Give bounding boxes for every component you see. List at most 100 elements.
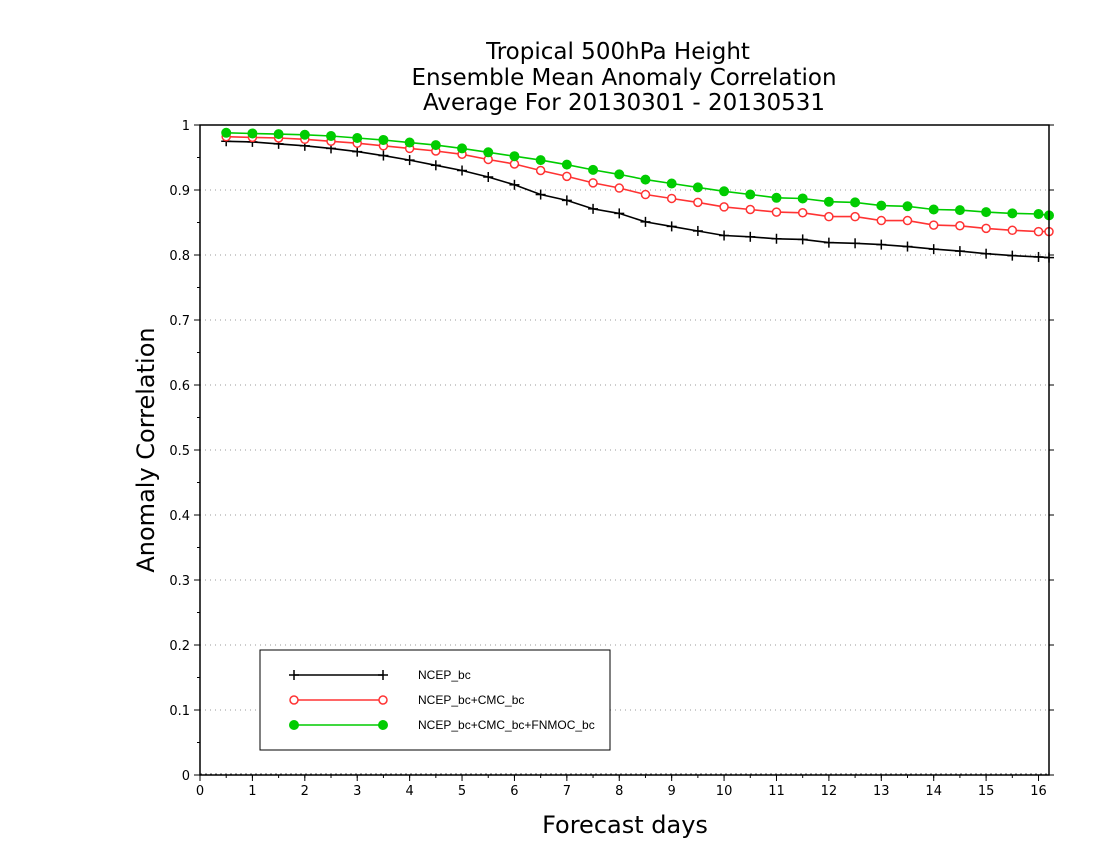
grid-layer (200, 189, 1049, 775)
legend-marker-end-1 (378, 695, 388, 705)
series-0-point-12 (535, 189, 546, 200)
series-2-point-8 (430, 140, 441, 151)
series-2-point-17 (666, 178, 677, 189)
series-line-2 (226, 132, 1050, 217)
legend-label-1: NCEP_bc+CMC_bc (418, 693, 524, 707)
series-2-point-15 (614, 169, 625, 180)
series-2-point-27 (928, 204, 939, 215)
x-tick-label-9: 9 (668, 784, 676, 799)
y-tick-label-1: 0.1 (169, 704, 190, 719)
chart-title-line-1: Tropical 500hPa Height (485, 39, 750, 65)
series-2-point-9 (457, 143, 468, 154)
legend-marker-start-1 (289, 695, 299, 705)
series-2-point-12 (535, 155, 546, 166)
y-tick-label-3: 0.3 (169, 574, 190, 589)
series-0-point-27 (928, 244, 939, 255)
x-tick-label-16: 16 (1030, 784, 1047, 799)
series-0-point-24 (850, 238, 861, 249)
series-2-point-7 (404, 137, 415, 148)
series-2-point-10 (483, 147, 494, 158)
series-2-point-24 (850, 197, 861, 208)
x-tick-label-13: 13 (873, 784, 890, 799)
series-2-point-14 (588, 164, 599, 175)
series-0-point-21 (771, 233, 782, 244)
series-1-point-27 (928, 220, 939, 230)
series-1-point-15 (614, 183, 625, 193)
series-1-point-22 (797, 208, 808, 218)
y-tick-label-4: 0.4 (169, 509, 190, 524)
x-tick-label-5: 5 (458, 784, 466, 799)
series-2-point-23 (823, 196, 834, 207)
series-0-point-11 (509, 179, 520, 190)
y-tick-label-2: 0.2 (169, 639, 190, 654)
series-1-point-17 (666, 193, 677, 204)
y-tick-label-8: 0.8 (169, 249, 190, 264)
series-2-point-18 (692, 182, 703, 193)
series-0-point-16 (640, 216, 651, 227)
series-0-point-20 (745, 231, 756, 242)
series-1-point-29 (981, 223, 991, 234)
series-1-point-16 (640, 189, 651, 200)
series-0-point-13 (561, 195, 572, 206)
x-tick-label-2: 2 (301, 784, 309, 799)
series-layer (221, 127, 1054, 263)
series-1-point-28 (955, 221, 965, 231)
series-0-point-31 (1033, 251, 1044, 262)
series-0-point-26 (902, 241, 913, 252)
x-tick-label-11: 11 (768, 784, 785, 799)
y-tick-label-10: 1 (182, 119, 190, 134)
series-2-point-4 (326, 131, 337, 142)
series-0-point-7 (404, 155, 415, 166)
series-1-point-21 (771, 207, 782, 217)
series-0-point-29 (981, 248, 992, 259)
series-2-point-6 (378, 134, 389, 145)
series-2-point-26 (902, 201, 913, 212)
series-1-point-30 (1007, 225, 1018, 236)
x-tick-label-8: 8 (615, 784, 623, 799)
x-tick-label-7: 7 (563, 784, 571, 799)
series-2-point-22 (797, 193, 808, 204)
legend-marker-end-0 (378, 670, 388, 680)
series-1-point-20 (745, 204, 756, 215)
legend-label-2: NCEP_bc+CMC_bc+FNMOC_bc (418, 718, 595, 732)
series-0-point-5 (352, 146, 363, 157)
series-0-point-28 (954, 246, 965, 257)
series-0-point-25 (876, 239, 887, 250)
y-tick-label-5: 0.5 (169, 444, 190, 459)
series-1-point-24 (850, 211, 860, 222)
x-tick-label-12: 12 (821, 784, 838, 799)
series-1-point-14 (588, 178, 598, 188)
series-0-point-18 (692, 225, 703, 236)
series-2-point-1 (247, 128, 258, 139)
series-1-point-23 (824, 211, 834, 222)
series-2-point-0 (221, 127, 232, 138)
y-tick-label-6: 0.6 (169, 379, 190, 394)
series-0-point-19 (719, 230, 730, 241)
series-2-point-28 (954, 205, 965, 216)
legend-marker-end-2 (378, 720, 388, 730)
series-1-point-31 (1033, 226, 1044, 237)
series-0-point-8 (430, 160, 441, 171)
series-1-point-18 (693, 197, 703, 208)
series-1-point-19 (719, 202, 729, 212)
x-tick-label-3: 3 (353, 784, 361, 799)
series-2-point-21 (771, 192, 782, 203)
axis-layer: 00.10.20.30.40.50.60.70.80.910 1 2 3 4 5 6 7 8 9 1… (169, 119, 1054, 799)
series-0-point-23 (823, 237, 834, 248)
legend: NCEP_bc NCEP_bc+CMC_bc NCEP_bc+CMC_bc+FNMO… (259, 649, 611, 751)
y-axis-label: Anomaly Correlation (132, 327, 160, 572)
series-0-point-22 (797, 234, 808, 245)
x-tick-label-0: 0 (196, 784, 204, 799)
series-2-point-13 (561, 159, 572, 170)
series-2-point-25 (876, 200, 887, 211)
y-tick-label-7: 0.7 (169, 314, 190, 329)
series-0-point-6 (378, 150, 389, 161)
x-axis-label: Forecast days (542, 811, 708, 839)
series-1-point-25 (876, 215, 887, 226)
series-1-point-12 (535, 165, 546, 176)
series-2-point-30 (1007, 208, 1018, 219)
x-tick-label-4: 4 (405, 784, 413, 799)
series-line-0 (226, 140, 1050, 259)
series-2-point-31 (1033, 209, 1044, 220)
x-tick-label-15: 15 (978, 784, 995, 799)
